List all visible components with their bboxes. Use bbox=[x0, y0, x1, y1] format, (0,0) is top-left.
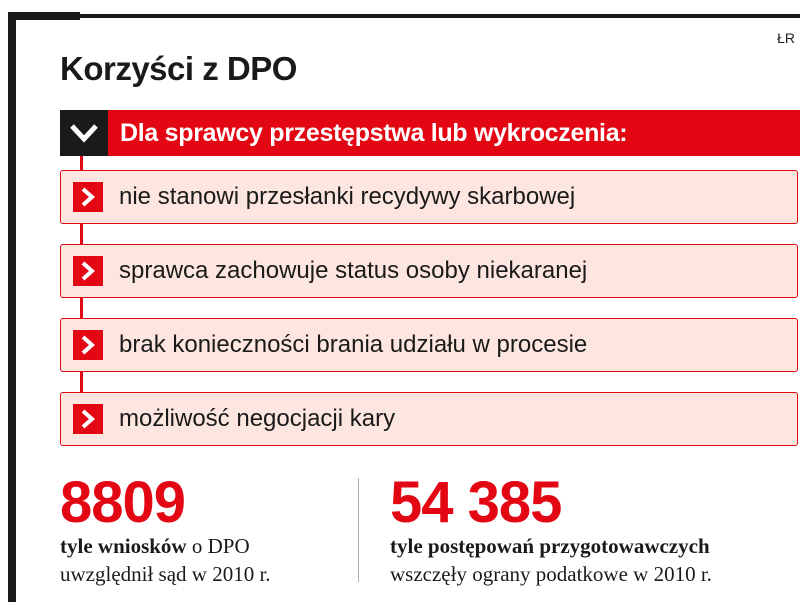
stat-description-bold: tyle wniosków bbox=[60, 534, 187, 558]
stats-divider bbox=[358, 478, 359, 582]
chevron-right-icon bbox=[73, 256, 103, 286]
benefit-item-label: sprawca zachowuje status osoby niekarane… bbox=[119, 257, 588, 284]
stat-number: 8809 bbox=[60, 470, 186, 535]
chevron-right-icon bbox=[73, 182, 103, 212]
benefit-item: sprawca zachowuje status osoby niekarane… bbox=[60, 244, 798, 298]
stat-description-bold: tyle postępowań przygotowawczych bbox=[390, 534, 710, 558]
benefit-item: brak konieczności brania udziału w proce… bbox=[60, 318, 798, 372]
stat-description-line2: wszczęły ograny podatkowe w 2010 r. bbox=[390, 562, 712, 586]
stat-number: 54 385 bbox=[390, 470, 562, 535]
benefit-item-label: możliwość negocjacji kary bbox=[119, 405, 396, 432]
stat-description-rest: o DPO bbox=[186, 534, 250, 558]
section-header: Dla sprawcy przestępstwa lub wykroczenia… bbox=[60, 110, 800, 156]
chevron-right-icon bbox=[73, 404, 103, 434]
frame-top-corner bbox=[8, 12, 80, 20]
frame-left-border bbox=[8, 12, 16, 602]
page-title: Korzyści z DPO bbox=[60, 50, 297, 87]
author-credit: ŁR bbox=[777, 30, 795, 46]
section-header-label: Dla sprawcy przestępstwa lub wykroczenia… bbox=[120, 118, 628, 147]
benefit-item: możliwość negocjacji kary bbox=[60, 392, 798, 446]
frame-top-border bbox=[80, 14, 800, 18]
chevron-right-icon bbox=[73, 330, 103, 360]
benefit-item-label: nie stanowi przesłanki recydywy skarbowe… bbox=[119, 183, 576, 210]
stat-description-line2: uwzględnił sąd w 2010 r. bbox=[60, 562, 271, 586]
benefit-item-label: brak konieczności brania udziału w proce… bbox=[119, 331, 588, 358]
benefit-item: nie stanowi przesłanki recydywy skarbowe… bbox=[60, 170, 798, 224]
chevron-down-icon bbox=[60, 110, 108, 156]
stat-description: tyle postępowań przygotowawczych wszczęł… bbox=[390, 532, 712, 588]
stat-description: tyle wniosków o DPO uwzględnił sąd w 201… bbox=[60, 532, 271, 588]
